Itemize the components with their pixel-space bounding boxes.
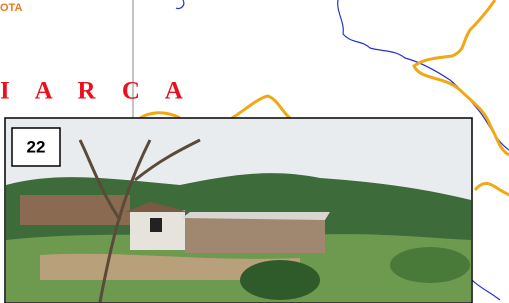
boundary xyxy=(232,96,290,118)
map: OTA I A R C A 22 xyxy=(0,0,509,303)
boundary xyxy=(475,183,509,195)
boundary xyxy=(140,113,180,118)
region-label: I A R C A xyxy=(0,78,193,105)
photo xyxy=(5,118,472,303)
photo-number: 22 xyxy=(27,137,46,156)
river xyxy=(176,0,184,9)
map-label: OTA xyxy=(0,2,22,14)
river xyxy=(472,280,500,300)
